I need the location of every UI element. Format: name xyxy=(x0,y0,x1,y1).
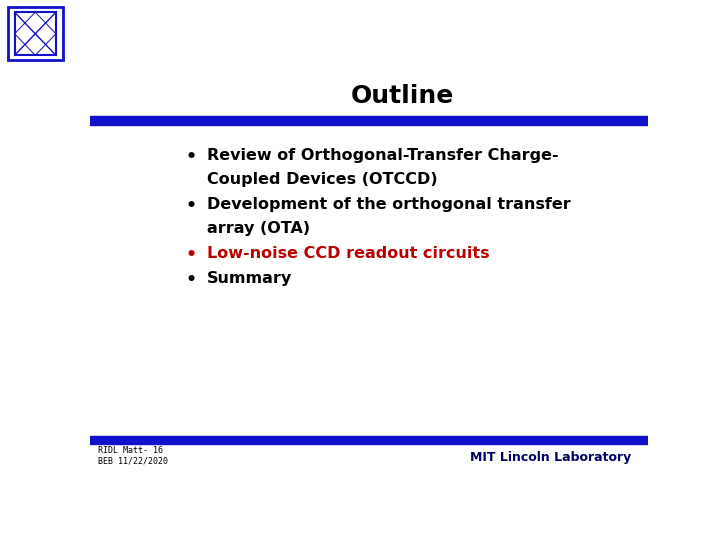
Text: RIDL Matt- 16: RIDL Matt- 16 xyxy=(99,446,163,455)
Text: •: • xyxy=(186,148,197,166)
Text: array (OTA): array (OTA) xyxy=(207,221,310,236)
Bar xyxy=(90,116,648,125)
Text: Outline: Outline xyxy=(351,84,454,108)
Bar xyxy=(90,436,648,444)
Text: Review of Orthogonal-Transfer Charge-: Review of Orthogonal-Transfer Charge- xyxy=(207,148,559,163)
Text: Low-noise CCD readout circuits: Low-noise CCD readout circuits xyxy=(207,246,490,261)
Text: Coupled Devices (OTCCD): Coupled Devices (OTCCD) xyxy=(207,172,438,187)
Text: MIT Lincoln Laboratory: MIT Lincoln Laboratory xyxy=(470,451,631,464)
FancyBboxPatch shape xyxy=(14,12,56,55)
Text: •: • xyxy=(186,246,197,264)
Text: Development of the orthogonal transfer: Development of the orthogonal transfer xyxy=(207,197,571,212)
Text: BEB 11/22/2020: BEB 11/22/2020 xyxy=(99,456,168,465)
FancyBboxPatch shape xyxy=(7,7,63,60)
Text: Summary: Summary xyxy=(207,271,292,286)
Text: •: • xyxy=(186,271,197,289)
Text: •: • xyxy=(186,197,197,215)
